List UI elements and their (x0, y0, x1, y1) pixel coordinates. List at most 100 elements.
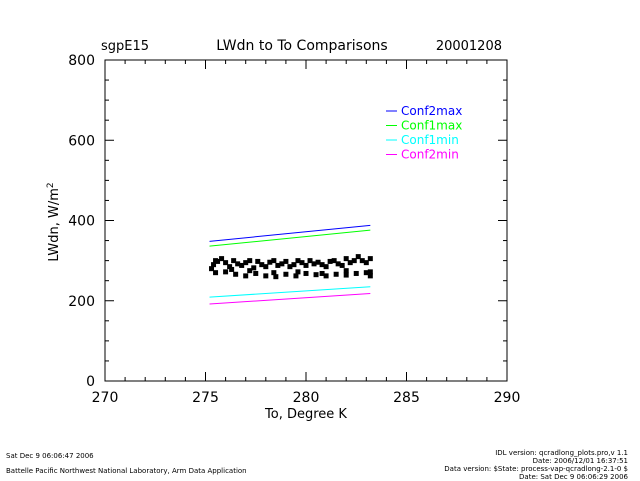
data-point (263, 264, 269, 270)
data-point (343, 256, 349, 262)
legend-label: Conf1max (401, 119, 462, 133)
data-point (319, 270, 325, 276)
data-point (313, 272, 319, 278)
data-point (295, 258, 301, 264)
confidence-lines (209, 224, 371, 305)
data-point (273, 274, 279, 280)
data-point (223, 269, 229, 275)
series-line-conf1min (209, 286, 371, 298)
data-point (227, 264, 233, 270)
date-label: 20001208 (436, 39, 502, 54)
data-point (359, 258, 365, 264)
data-point (267, 259, 273, 265)
y-tick-label: 0 (86, 374, 95, 390)
data-point (333, 271, 339, 277)
data-point (251, 265, 257, 271)
legend-label: Conf1min (401, 133, 459, 147)
data-point (339, 262, 345, 268)
footer-right-line: IDL version: qcradlong_plots.pro,v 1.1 (495, 449, 628, 457)
data-point (243, 260, 249, 266)
x-tick-label: 270 (92, 390, 119, 406)
axes: 270 275 280 285 290 0 200 400 600 800 (68, 53, 520, 406)
data-point (231, 258, 237, 264)
data-point (343, 268, 349, 274)
data-point (247, 258, 253, 264)
data-point (211, 262, 217, 268)
y-tick-label: 600 (68, 133, 95, 149)
data-point (303, 262, 309, 268)
data-point (367, 269, 373, 275)
data-point (263, 273, 269, 279)
data-point (311, 261, 317, 267)
footer-left-date: Sat Dec 9 06:06:47 2006 (6, 452, 94, 460)
data-point (283, 258, 289, 264)
y-tick-label: 200 (68, 294, 95, 310)
series-line-conf2min (209, 293, 371, 305)
legend-label: Conf2max (401, 104, 462, 118)
data-point (303, 270, 309, 276)
x-tick-label: 275 (192, 390, 219, 406)
data-point (255, 258, 261, 264)
observation-points (209, 254, 373, 280)
data-point (327, 258, 333, 264)
data-point (363, 270, 369, 276)
data-point (279, 261, 285, 267)
data-point (367, 256, 373, 262)
data-point (213, 270, 219, 276)
footer-right-line: Date: 2006/12/01 16:37:51 (532, 457, 628, 465)
data-point (351, 258, 357, 264)
series-line-conf1max (209, 229, 371, 247)
data-point (247, 268, 253, 274)
data-point (347, 260, 353, 266)
footer-left-org: Battelle Pacific Northwest National Labo… (6, 467, 247, 475)
data-point (343, 272, 349, 278)
data-point (299, 260, 305, 266)
data-point (215, 258, 221, 264)
data-point (219, 256, 225, 262)
footer-right-line: Data version: $State: process-vap-qcradl… (444, 465, 628, 473)
data-point (323, 273, 329, 279)
data-point (259, 262, 265, 268)
x-tick-label: 290 (494, 390, 521, 406)
data-point (239, 262, 245, 268)
data-point (271, 270, 277, 276)
data-point (229, 266, 235, 272)
footer-right-line: Date: Sat Dec 9 06:06:29 2006 (519, 473, 628, 481)
data-point (315, 259, 321, 265)
data-point (287, 264, 293, 270)
data-point (353, 270, 359, 276)
data-point (295, 269, 301, 275)
data-point (275, 262, 281, 268)
series-line-conf2max (209, 224, 371, 242)
y-axis-label: LWdn, W/m2 (46, 182, 62, 261)
x-tick-label: 280 (293, 390, 320, 406)
data-point (283, 271, 289, 277)
data-point (323, 264, 329, 270)
data-point (271, 258, 277, 264)
data-point (363, 260, 369, 266)
y-tick-label: 800 (68, 53, 95, 69)
data-point (253, 270, 259, 276)
data-point (243, 273, 249, 279)
data-point (291, 262, 297, 268)
y-tick-label: 400 (68, 214, 95, 230)
chart-title: LWdn to To Comparisons (216, 38, 387, 54)
data-point (355, 254, 361, 260)
data-point (307, 258, 313, 264)
y-axis-label-superscript: 2 (46, 182, 56, 188)
x-tick-label: 285 (393, 390, 420, 406)
data-point (367, 273, 373, 279)
site-label: sgpE15 (101, 39, 149, 54)
data-point (223, 260, 229, 266)
data-point (209, 266, 215, 272)
data-point (293, 273, 299, 279)
data-point (319, 262, 325, 268)
data-point (331, 258, 337, 264)
x-axis-label: To, Degree K (264, 407, 347, 422)
data-point (233, 271, 239, 277)
data-point (335, 261, 341, 267)
data-point (235, 261, 241, 267)
legend-label: Conf2min (401, 148, 459, 162)
